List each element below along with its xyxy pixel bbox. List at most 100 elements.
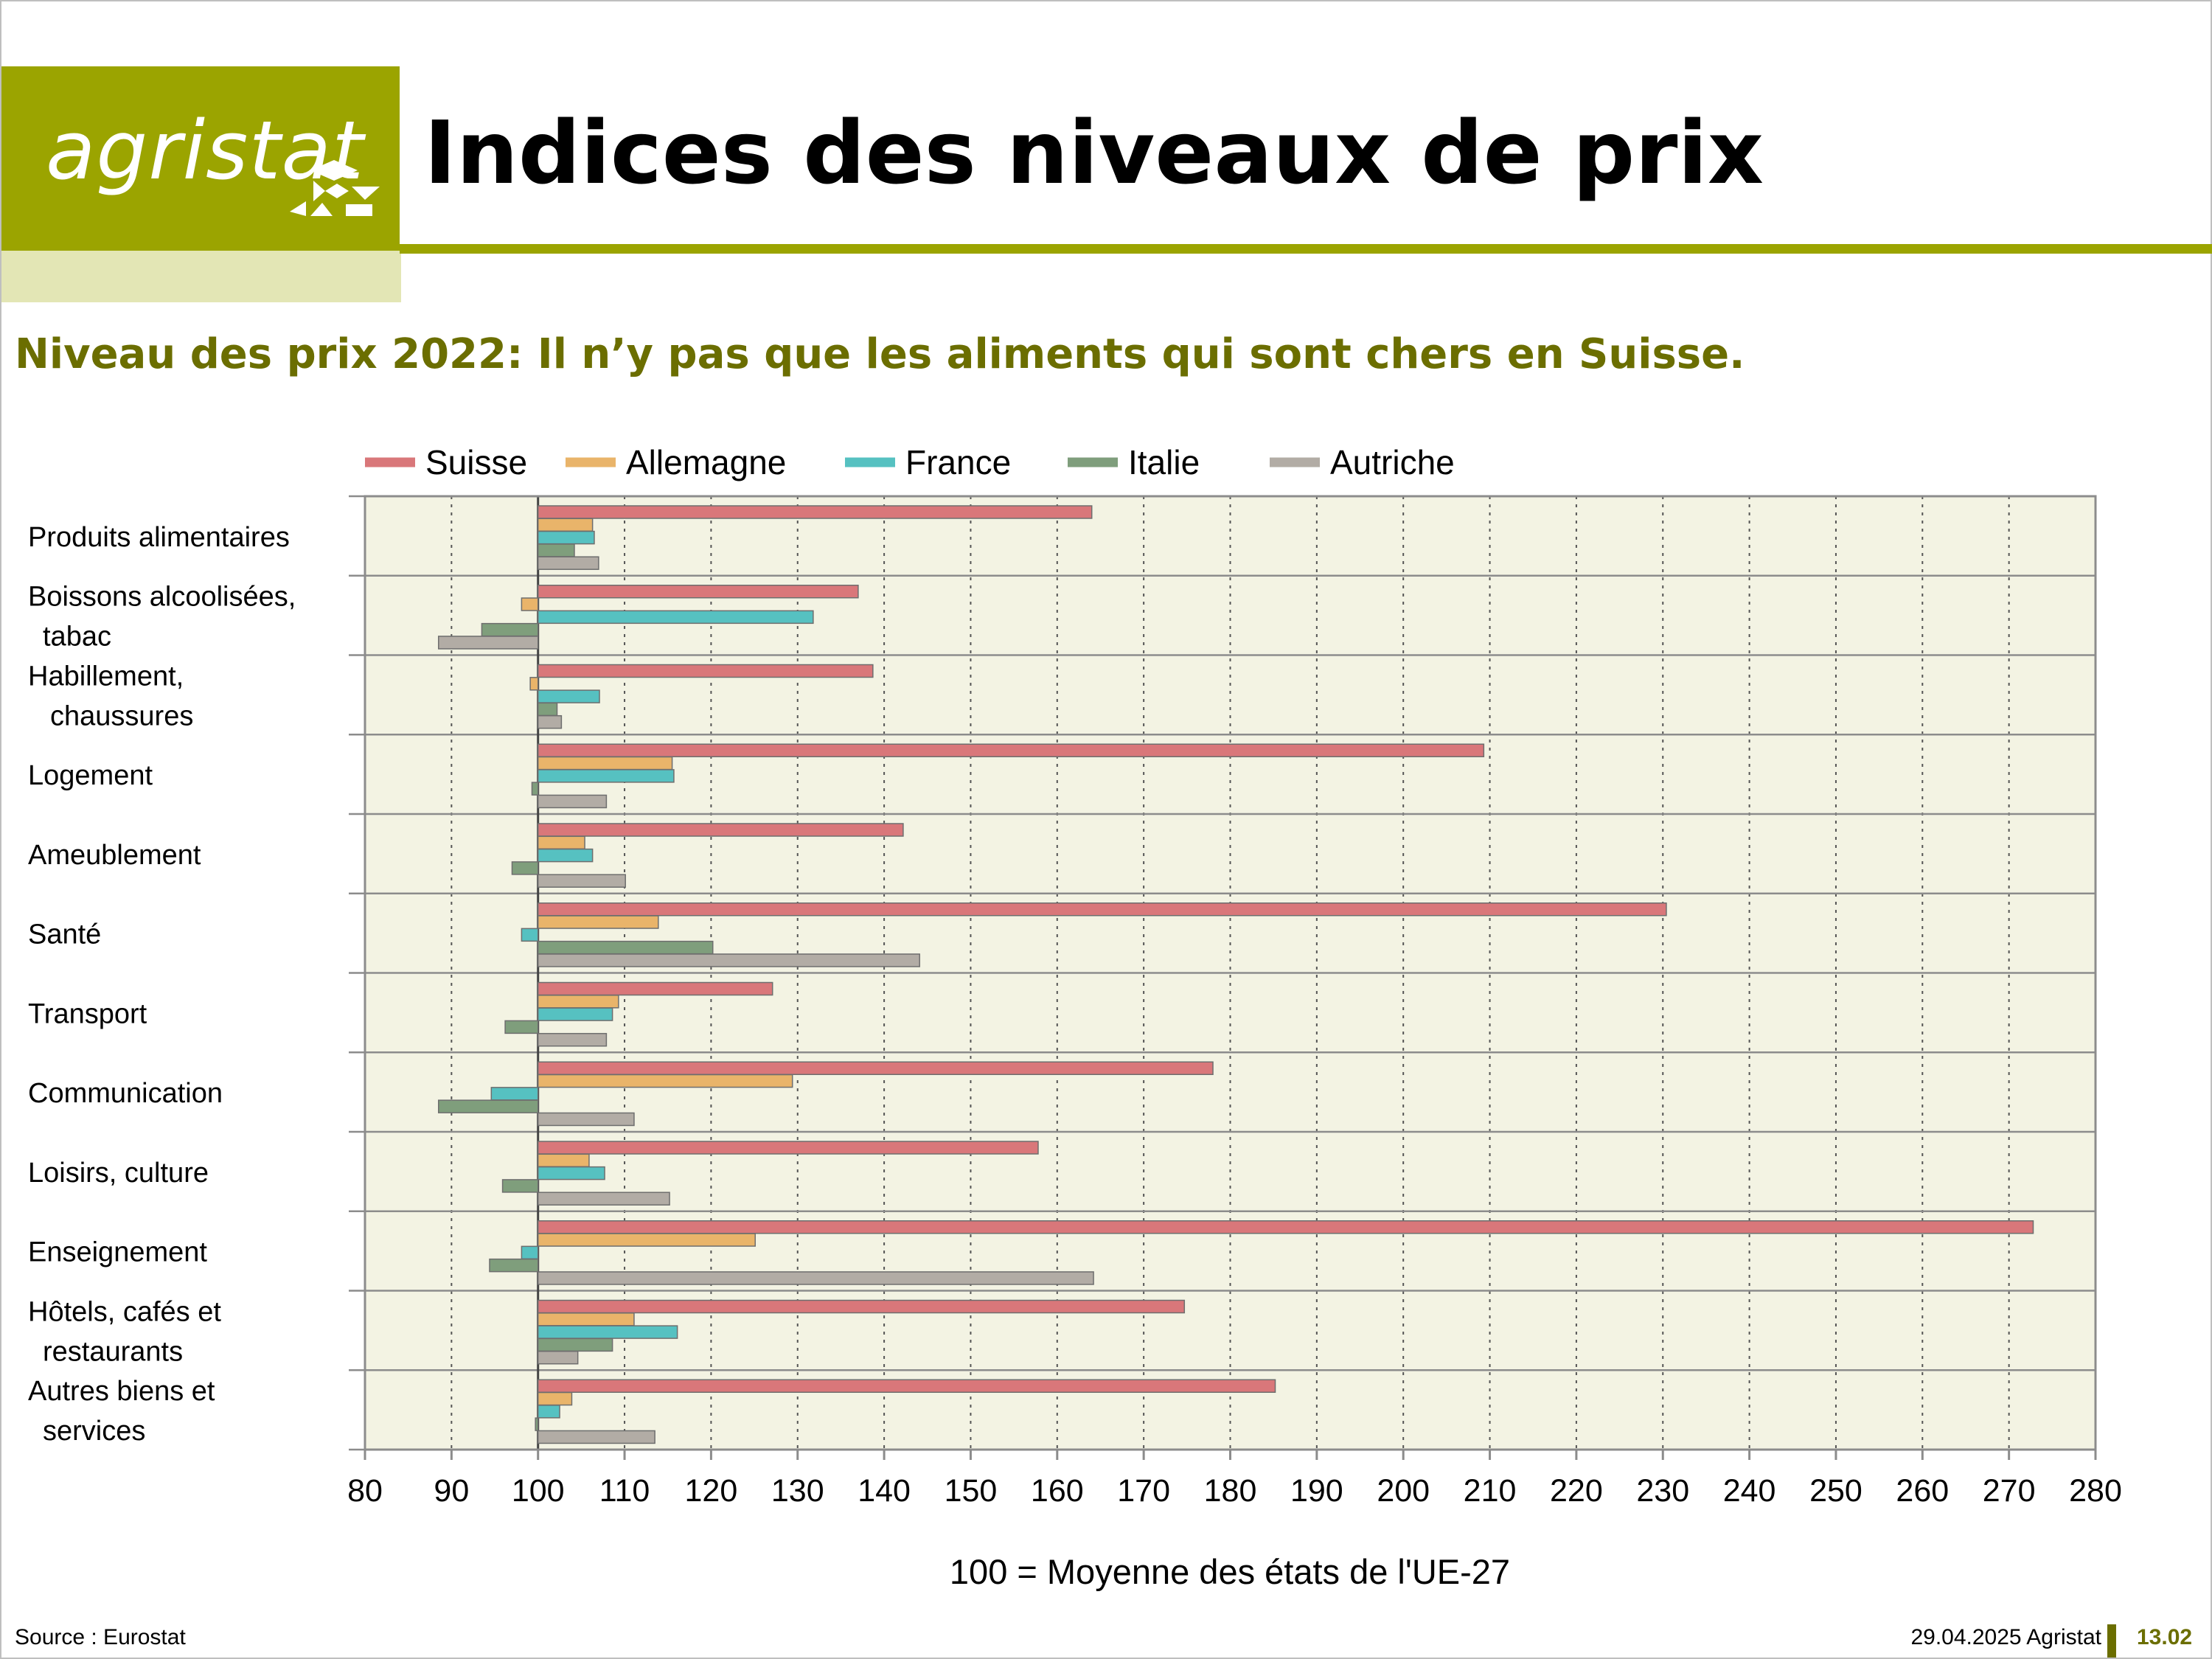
bar-autriche-2 bbox=[537, 714, 563, 729]
bar-allemagne-1 bbox=[521, 597, 539, 611]
bar-italie-9 bbox=[489, 1258, 539, 1273]
x-tick-label: 210 bbox=[1464, 1473, 1517, 1509]
source-note: Source : Eurostat bbox=[15, 1625, 186, 1649]
bar-suisse-1 bbox=[537, 585, 859, 599]
legend-label-allemagne: Allemagne bbox=[626, 443, 786, 481]
x-tick-label: 190 bbox=[1290, 1473, 1343, 1509]
bar-suisse-4 bbox=[537, 823, 904, 837]
bar-france-11 bbox=[537, 1405, 560, 1419]
price-index-chart: 80 90 100 110 120 130 140 150 160 170 180 190 200 210… bbox=[28, 443, 2122, 1591]
x-tick-label: 240 bbox=[1723, 1473, 1776, 1509]
x-tick-label: 110 bbox=[599, 1473, 650, 1509]
legend-label-france: France bbox=[905, 443, 1011, 481]
bar-suisse-7 bbox=[537, 1061, 1214, 1075]
bar-france-6 bbox=[537, 1007, 613, 1021]
bar-allemagne-11 bbox=[537, 1391, 573, 1406]
x-tick-label: 160 bbox=[1031, 1473, 1084, 1509]
bar-suisse-6 bbox=[537, 981, 773, 996]
bar-italie-1 bbox=[481, 622, 539, 637]
bar-italie-5 bbox=[537, 940, 714, 955]
bar-autriche-1 bbox=[437, 636, 539, 650]
bar-autriche-11 bbox=[537, 1430, 655, 1444]
bar-suisse-5 bbox=[537, 902, 1667, 917]
bar-france-1 bbox=[537, 610, 814, 625]
bar-allemagne-6 bbox=[537, 995, 619, 1009]
category-label: tabac bbox=[43, 622, 111, 653]
bar-italie-3 bbox=[531, 782, 539, 796]
bar-allemagne-7 bbox=[537, 1074, 793, 1088]
bar-allemagne-0 bbox=[537, 518, 594, 532]
bar-france-0 bbox=[537, 530, 595, 545]
bar-allemagne-2 bbox=[529, 677, 539, 691]
bar-autriche-8 bbox=[537, 1192, 670, 1206]
bar-france-10 bbox=[537, 1325, 678, 1339]
x-tick-label: 120 bbox=[685, 1473, 738, 1509]
x-tick-label: 130 bbox=[771, 1473, 824, 1509]
footer-date: 29.04.2025 Agristat bbox=[1910, 1625, 2101, 1649]
bar-autriche-6 bbox=[537, 1032, 608, 1047]
category-label: Ameublement bbox=[28, 840, 201, 871]
x-tick-label: 270 bbox=[1983, 1473, 2036, 1509]
category-label: Enseignement bbox=[28, 1237, 207, 1268]
bar-suisse-9 bbox=[537, 1220, 2034, 1234]
bar-suisse-8 bbox=[537, 1141, 1039, 1155]
legend-label-italie: Italie bbox=[1128, 443, 1200, 481]
page-number: 13.02 bbox=[2137, 1625, 2193, 1649]
bar-italie-6 bbox=[504, 1020, 539, 1034]
bar-allemagne-4 bbox=[537, 835, 585, 850]
x-tick-label: 260 bbox=[1896, 1473, 1949, 1509]
bar-france-2 bbox=[537, 689, 600, 703]
bar-autriche-10 bbox=[537, 1350, 579, 1365]
bar-italie-8 bbox=[501, 1179, 539, 1193]
legend-label-suisse: Suisse bbox=[425, 443, 527, 481]
x-tick-label: 230 bbox=[1636, 1473, 1689, 1509]
category-label: Autres biens et bbox=[28, 1376, 215, 1407]
bar-suisse-10 bbox=[537, 1299, 1186, 1314]
bar-autriche-7 bbox=[537, 1112, 635, 1127]
bar-autriche-9 bbox=[537, 1271, 1094, 1285]
bar-autriche-4 bbox=[537, 874, 626, 888]
bar-autriche-3 bbox=[537, 794, 608, 809]
x-tick-label: 90 bbox=[434, 1473, 469, 1509]
x-tick-label: 200 bbox=[1377, 1473, 1430, 1509]
bar-autriche-5 bbox=[537, 953, 920, 967]
bar-autriche-0 bbox=[537, 556, 599, 570]
bar-france-3 bbox=[537, 769, 675, 783]
x-tick-label: 140 bbox=[858, 1473, 911, 1509]
bar-suisse-2 bbox=[537, 664, 874, 678]
bar-allemagne-10 bbox=[537, 1312, 635, 1326]
bar-france-9 bbox=[521, 1245, 539, 1260]
x-axis-label: 100 = Moyenne des états de l'UE-27 bbox=[950, 1552, 1510, 1591]
category-label: Loisirs, culture bbox=[28, 1158, 209, 1189]
x-tick-label: 220 bbox=[1550, 1473, 1603, 1509]
footer-divider bbox=[2107, 1624, 2116, 1658]
page-title: Indices des niveaux de prix bbox=[424, 102, 1764, 204]
bar-italie-11 bbox=[535, 1417, 539, 1431]
category-label: Logement bbox=[28, 760, 153, 791]
page-subtitle: Niveau des prix 2022: Il n’y pas que les… bbox=[15, 330, 1745, 378]
bar-suisse-0 bbox=[537, 505, 1093, 519]
x-tick-label: 150 bbox=[945, 1473, 998, 1509]
bar-france-4 bbox=[537, 848, 594, 863]
bar-france-5 bbox=[521, 928, 539, 942]
logo bbox=[1, 66, 400, 251]
bar-suisse-3 bbox=[537, 743, 1485, 757]
category-label: Boissons alcoolisées, bbox=[28, 582, 296, 613]
title-divider bbox=[400, 244, 2212, 254]
bar-allemagne-8 bbox=[537, 1153, 590, 1168]
category-label: Habillement, bbox=[28, 661, 184, 692]
category-label: Santé bbox=[28, 919, 101, 950]
bar-italie-4 bbox=[511, 861, 539, 875]
bar-italie-7 bbox=[437, 1099, 539, 1113]
x-tick-label: 250 bbox=[1809, 1473, 1863, 1509]
logo-mark-icon bbox=[290, 160, 380, 216]
logo-text: agristat bbox=[46, 103, 364, 198]
x-tick-label: 180 bbox=[1204, 1473, 1257, 1509]
x-tick-label: 280 bbox=[2069, 1473, 2122, 1509]
category-label: services bbox=[43, 1416, 145, 1447]
bar-italie-0 bbox=[537, 543, 575, 557]
bar-allemagne-3 bbox=[537, 756, 673, 771]
bar-italie-10 bbox=[537, 1338, 613, 1352]
x-tick-label: 80 bbox=[347, 1473, 383, 1509]
